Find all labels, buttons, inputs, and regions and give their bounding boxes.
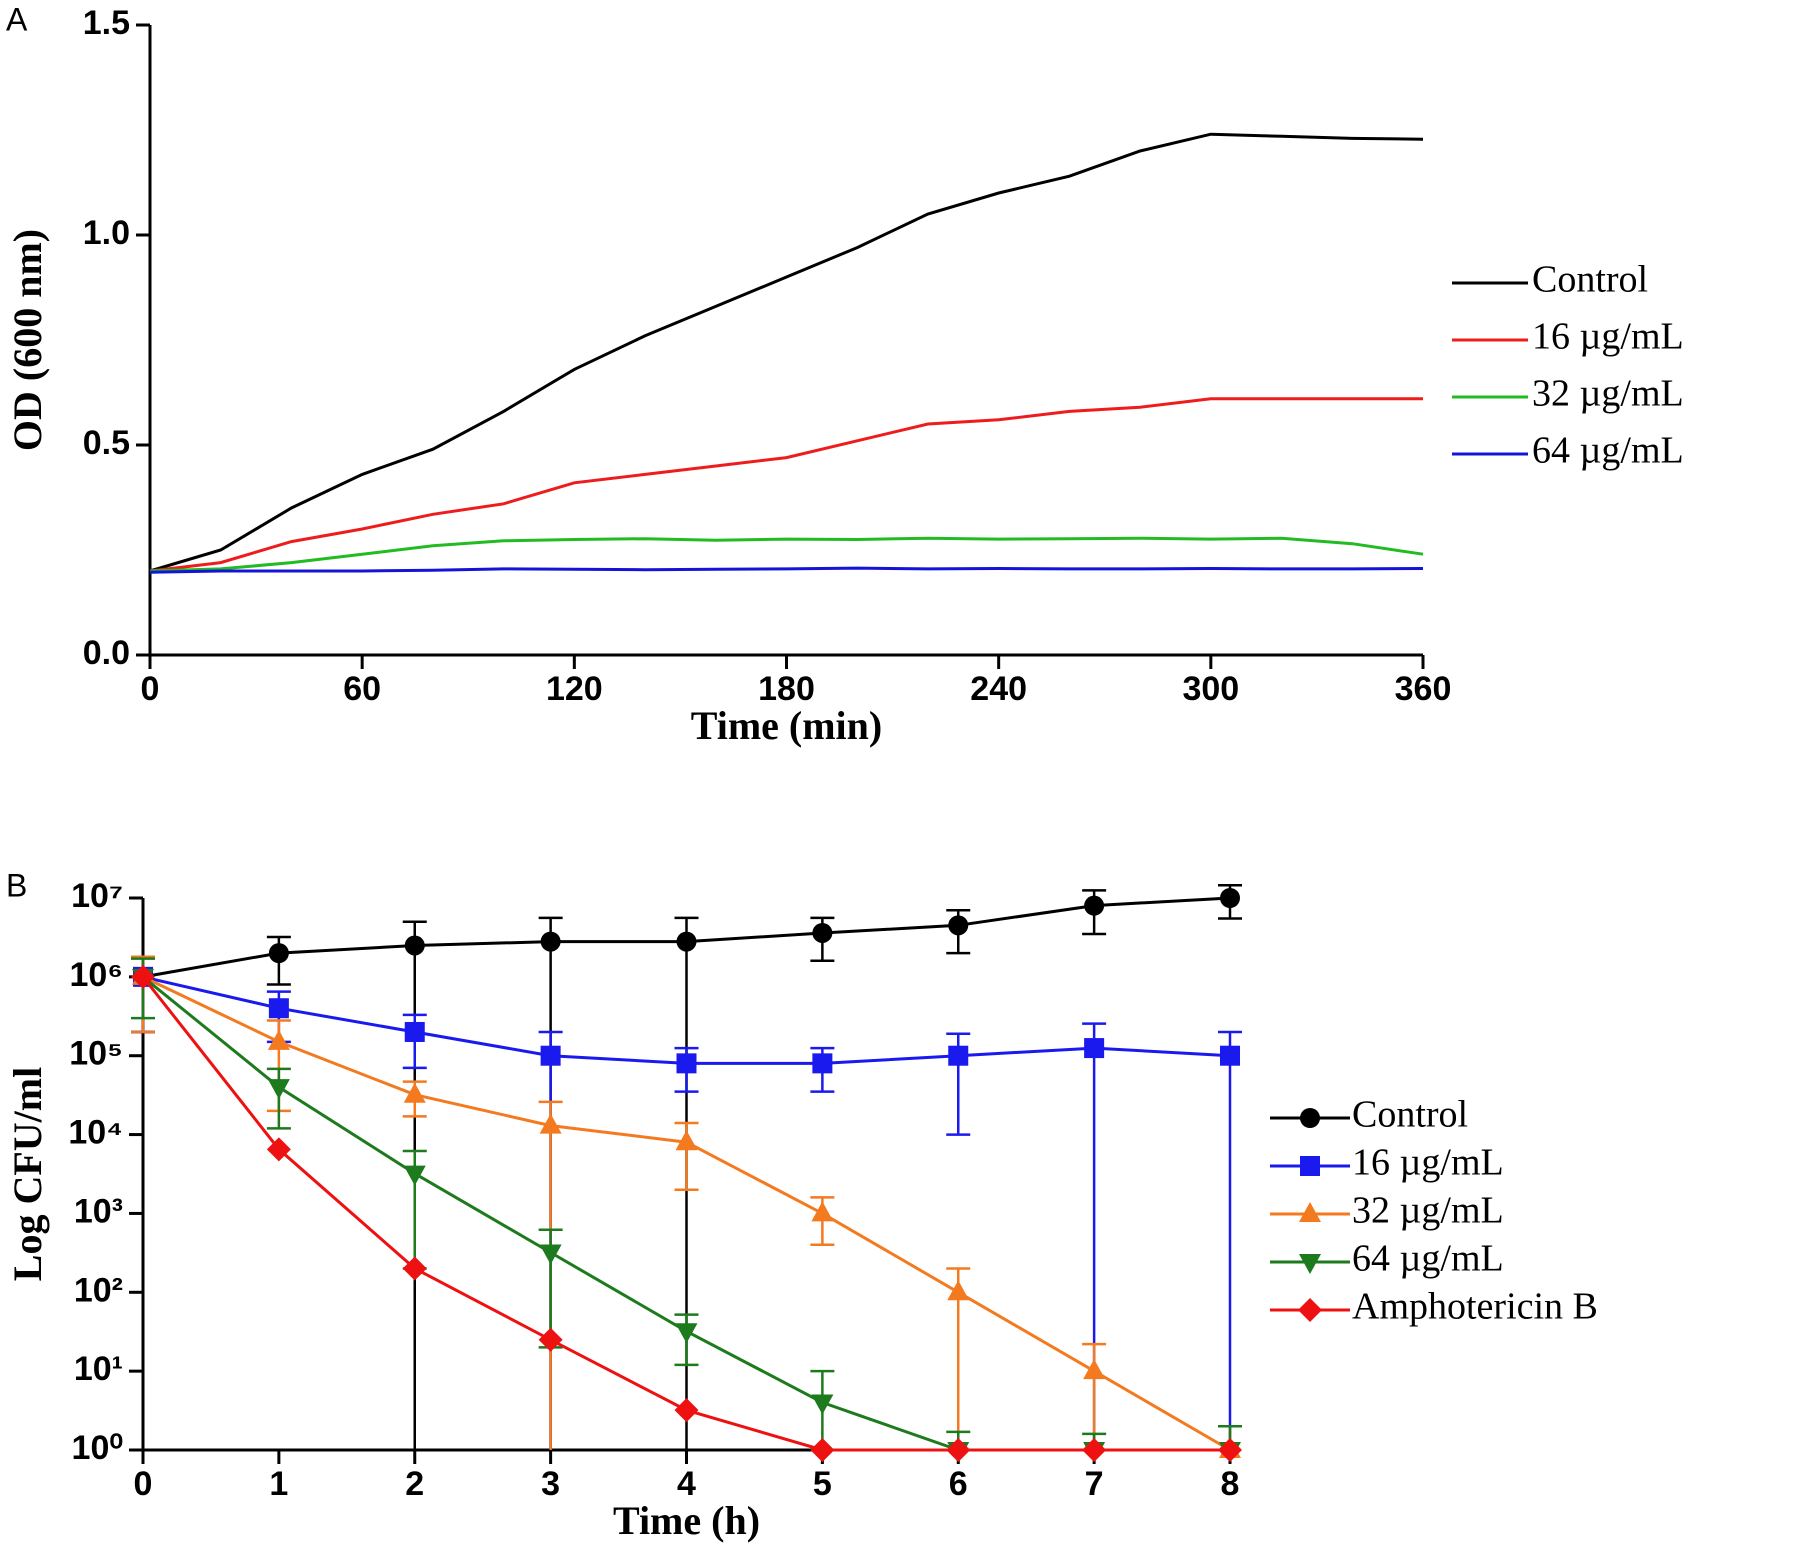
point [674, 1398, 699, 1423]
legend-marker [1299, 1254, 1321, 1274]
y-tick-label: 10¹ [74, 1350, 123, 1388]
legend-label: 64 µg/mL [1532, 430, 1684, 472]
x-tick-label: 180 [758, 670, 815, 708]
legend-label: 16 µg/mL [1352, 1142, 1504, 1184]
x-tick-label: 1 [269, 1465, 288, 1503]
y-tick-label: 10⁰ [72, 1429, 123, 1467]
x-tick-label: 5 [813, 1465, 832, 1503]
point [1083, 1359, 1106, 1380]
y-tick-label: 10³ [74, 1192, 123, 1230]
x-tick-label: 120 [546, 670, 603, 708]
x-tick-label: 2 [405, 1465, 424, 1503]
legend-label: 32 µg/mL [1352, 1190, 1504, 1232]
x-tick-label: 7 [1085, 1465, 1104, 1503]
y-tick-label: 10⁷ [71, 877, 123, 915]
point [403, 1165, 426, 1186]
x-tick-label: 8 [1221, 1465, 1240, 1503]
panel-label: B [6, 867, 27, 903]
x-tick-label: 6 [949, 1465, 968, 1503]
y-tick-label: 0.5 [83, 424, 130, 462]
series-line [149, 397, 1423, 573]
x-tick-label: 0 [134, 1465, 153, 1503]
point [539, 1244, 562, 1265]
x-tick-label: 3 [541, 1465, 560, 1503]
point [268, 943, 289, 964]
point [810, 1438, 835, 1462]
legend-label: Control [1532, 259, 1648, 301]
point [1220, 888, 1240, 908]
x-axis-title: Time (h) [613, 1498, 760, 1543]
legend-label: 32 µg/mL [1532, 373, 1684, 415]
point [946, 1438, 971, 1462]
point [675, 1130, 698, 1151]
point [540, 931, 561, 952]
point [131, 964, 155, 989]
point [948, 915, 969, 936]
x-tick-label: 240 [970, 670, 1027, 708]
point [267, 1029, 290, 1050]
point [540, 1045, 561, 1066]
series-line [149, 566, 1424, 574]
point [811, 1201, 834, 1222]
legend-marker [1300, 1156, 1320, 1176]
legend-label: 64 µg/mL [1352, 1238, 1504, 1280]
legend-label: 16 µg/mL [1532, 316, 1684, 358]
y-tick-label: 10⁶ [70, 956, 123, 994]
point [1084, 895, 1105, 916]
point [1082, 1438, 1107, 1462]
point [1218, 1438, 1242, 1462]
point [811, 1394, 834, 1415]
point [404, 935, 425, 956]
panel-label: A [6, 1, 28, 37]
legend-label: Amphotericin B [1352, 1286, 1598, 1328]
point [812, 1053, 833, 1074]
point [947, 1280, 970, 1301]
legend-marker [1299, 1202, 1321, 1222]
point [267, 1079, 290, 1100]
point [1220, 1045, 1240, 1066]
y-tick-label: 0.0 [83, 634, 130, 672]
point [402, 1256, 427, 1281]
point [268, 998, 289, 1019]
legend-marker [1298, 1298, 1322, 1322]
point [538, 1327, 563, 1352]
point [403, 1082, 426, 1103]
point [266, 1137, 291, 1162]
point [676, 931, 697, 952]
y-axis-title: OD (600 nm) [5, 229, 50, 451]
point [676, 1053, 697, 1074]
point [404, 1021, 425, 1042]
legend-marker [1300, 1108, 1320, 1128]
series-line [149, 132, 1424, 573]
legend-label: Control [1352, 1094, 1468, 1136]
point [675, 1323, 698, 1344]
x-tick-label: 60 [343, 670, 381, 708]
y-tick-label: 10⁵ [69, 1035, 123, 1073]
point [812, 922, 833, 943]
point [1084, 1038, 1105, 1059]
x-tick-label: 4 [677, 1465, 696, 1503]
y-tick-label: 10² [74, 1271, 123, 1309]
x-tick-label: 300 [1182, 670, 1239, 708]
x-tick-label: 0 [141, 670, 160, 708]
point [539, 1113, 562, 1134]
point [948, 1045, 969, 1066]
x-axis-title: Time (min) [691, 703, 882, 748]
y-axis-title: Log CFU/ml [5, 1067, 50, 1281]
x-tick-label: 360 [1395, 670, 1452, 708]
y-tick-label: 1.0 [83, 214, 130, 252]
series-line [149, 536, 1424, 573]
y-tick-label: 10⁴ [68, 1114, 123, 1152]
y-tick-label: 1.5 [83, 4, 130, 42]
